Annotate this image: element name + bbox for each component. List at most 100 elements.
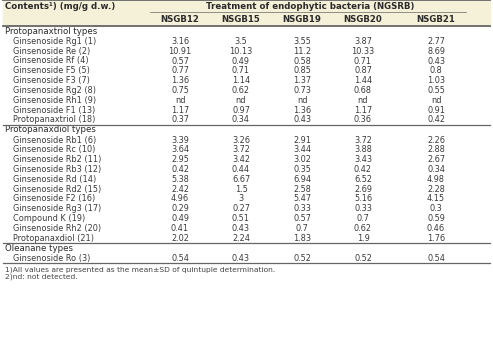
Text: nd: nd bbox=[175, 96, 185, 105]
Text: 1.9: 1.9 bbox=[356, 234, 369, 242]
Text: 0.43: 0.43 bbox=[427, 57, 445, 65]
Text: 0.52: 0.52 bbox=[354, 254, 372, 263]
Text: 0.43: 0.43 bbox=[293, 115, 311, 124]
Text: 0.8: 0.8 bbox=[429, 66, 442, 75]
Text: 3.16: 3.16 bbox=[171, 37, 189, 46]
Text: 0.58: 0.58 bbox=[293, 57, 311, 65]
Text: NSGB15: NSGB15 bbox=[222, 15, 260, 24]
Text: 10.33: 10.33 bbox=[352, 47, 375, 56]
Text: Ginsenoside Rd (14): Ginsenoside Rd (14) bbox=[13, 175, 96, 184]
Text: 1.37: 1.37 bbox=[293, 76, 311, 85]
Text: 0.41: 0.41 bbox=[171, 224, 189, 233]
Text: 0.85: 0.85 bbox=[293, 66, 311, 75]
Text: 0.33: 0.33 bbox=[354, 204, 372, 213]
Text: Ginsenoside Rc (10): Ginsenoside Rc (10) bbox=[13, 146, 95, 154]
Text: 0.34: 0.34 bbox=[427, 165, 445, 174]
Text: 5.47: 5.47 bbox=[293, 195, 311, 203]
Text: 0.62: 0.62 bbox=[232, 86, 250, 95]
Text: 3.42: 3.42 bbox=[232, 155, 250, 164]
Text: Ginsenoside F3 (7): Ginsenoside F3 (7) bbox=[13, 76, 90, 85]
Text: Ginsenoside Rf (4): Ginsenoside Rf (4) bbox=[13, 57, 89, 65]
Text: 2.88: 2.88 bbox=[427, 146, 445, 154]
Text: 1.44: 1.44 bbox=[354, 76, 372, 85]
Text: 0.57: 0.57 bbox=[293, 214, 311, 223]
Text: 3.72: 3.72 bbox=[354, 136, 372, 144]
Text: 2.91: 2.91 bbox=[293, 136, 311, 144]
Text: Ginsenoside Rg2 (8): Ginsenoside Rg2 (8) bbox=[13, 86, 96, 95]
Text: 3.55: 3.55 bbox=[293, 37, 311, 46]
Text: Treatment of endophytic bacteria (NGSRB): Treatment of endophytic bacteria (NGSRB) bbox=[206, 2, 414, 11]
Text: 2.28: 2.28 bbox=[427, 185, 445, 193]
Text: 1.36: 1.36 bbox=[171, 76, 189, 85]
Text: 0.7: 0.7 bbox=[296, 224, 309, 233]
Text: 0.54: 0.54 bbox=[171, 254, 189, 263]
Text: 8.69: 8.69 bbox=[427, 47, 445, 56]
Text: Ginsenoside Rd2 (15): Ginsenoside Rd2 (15) bbox=[13, 185, 101, 193]
Text: 5.16: 5.16 bbox=[354, 195, 372, 203]
Text: 4.98: 4.98 bbox=[427, 175, 445, 184]
Text: 3.5: 3.5 bbox=[235, 37, 247, 46]
Text: Protopanaxdiol (21): Protopanaxdiol (21) bbox=[13, 234, 94, 242]
Text: Ginsenoside Rg1 (1): Ginsenoside Rg1 (1) bbox=[13, 37, 96, 46]
Text: 0.27: 0.27 bbox=[232, 204, 250, 213]
Text: 2.58: 2.58 bbox=[293, 185, 311, 193]
Text: 0.42: 0.42 bbox=[171, 165, 189, 174]
Text: NSGB20: NSGB20 bbox=[344, 15, 383, 24]
Text: 1.17: 1.17 bbox=[354, 106, 372, 114]
Text: 3.44: 3.44 bbox=[293, 146, 311, 154]
Text: 5.38: 5.38 bbox=[171, 175, 189, 184]
Text: 0.77: 0.77 bbox=[171, 66, 189, 75]
Text: 0.34: 0.34 bbox=[232, 115, 250, 124]
Text: 3: 3 bbox=[239, 195, 244, 203]
Text: 0.49: 0.49 bbox=[171, 214, 189, 223]
Text: Ginsenoside F1 (13): Ginsenoside F1 (13) bbox=[13, 106, 95, 114]
Text: 2.26: 2.26 bbox=[427, 136, 445, 144]
Text: Ginsenoside Rh2 (20): Ginsenoside Rh2 (20) bbox=[13, 224, 101, 233]
Text: 0.29: 0.29 bbox=[171, 204, 189, 213]
Text: 3.64: 3.64 bbox=[171, 146, 189, 154]
Text: 0.91: 0.91 bbox=[427, 106, 445, 114]
Text: 2.24: 2.24 bbox=[232, 234, 250, 242]
Text: 3.39: 3.39 bbox=[171, 136, 189, 144]
Text: Ginsenoside Re (2): Ginsenoside Re (2) bbox=[13, 47, 90, 56]
Text: 0.71: 0.71 bbox=[232, 66, 250, 75]
Text: 0.35: 0.35 bbox=[293, 165, 311, 174]
Text: nd: nd bbox=[431, 96, 441, 105]
Text: NSGB12: NSGB12 bbox=[161, 15, 200, 24]
Text: 6.94: 6.94 bbox=[293, 175, 311, 184]
Text: 4.96: 4.96 bbox=[171, 195, 189, 203]
Text: 0.36: 0.36 bbox=[354, 115, 372, 124]
Text: 0.42: 0.42 bbox=[427, 115, 445, 124]
Text: 6.52: 6.52 bbox=[354, 175, 372, 184]
Text: 2.69: 2.69 bbox=[354, 185, 372, 193]
Text: Protopanaxtriol types: Protopanaxtriol types bbox=[5, 27, 97, 36]
Text: 3.43: 3.43 bbox=[354, 155, 372, 164]
Text: 4.15: 4.15 bbox=[427, 195, 445, 203]
Text: 0.52: 0.52 bbox=[293, 254, 311, 263]
Text: 1.17: 1.17 bbox=[171, 106, 189, 114]
Text: 1.83: 1.83 bbox=[293, 234, 311, 242]
Text: 0.71: 0.71 bbox=[354, 57, 372, 65]
Text: 0.44: 0.44 bbox=[232, 165, 250, 174]
Text: Contents¹) (mg/g d.w.): Contents¹) (mg/g d.w.) bbox=[5, 2, 115, 11]
Text: 0.37: 0.37 bbox=[171, 115, 189, 124]
Text: 2.42: 2.42 bbox=[171, 185, 189, 193]
Text: 2.77: 2.77 bbox=[427, 37, 445, 46]
Text: nd: nd bbox=[297, 96, 307, 105]
Text: Ginsenoside Rg3 (17): Ginsenoside Rg3 (17) bbox=[13, 204, 101, 213]
Text: 3.02: 3.02 bbox=[293, 155, 311, 164]
Text: 0.3: 0.3 bbox=[429, 204, 442, 213]
Text: 0.33: 0.33 bbox=[293, 204, 311, 213]
Text: 0.49: 0.49 bbox=[232, 57, 250, 65]
Text: NSGB21: NSGB21 bbox=[417, 15, 456, 24]
Text: 0.73: 0.73 bbox=[293, 86, 311, 95]
Text: 0.97: 0.97 bbox=[232, 106, 250, 114]
Text: 2.02: 2.02 bbox=[171, 234, 189, 242]
Text: 0.75: 0.75 bbox=[171, 86, 189, 95]
Text: 1)All values are presented as the mean±SD of quintuple determination.: 1)All values are presented as the mean±S… bbox=[5, 266, 275, 273]
Text: Ginsenoside Rb2 (11): Ginsenoside Rb2 (11) bbox=[13, 155, 102, 164]
Text: 0.43: 0.43 bbox=[232, 224, 250, 233]
Text: Compound K (19): Compound K (19) bbox=[13, 214, 85, 223]
Text: 0.57: 0.57 bbox=[171, 57, 189, 65]
Text: 0.7: 0.7 bbox=[356, 214, 369, 223]
